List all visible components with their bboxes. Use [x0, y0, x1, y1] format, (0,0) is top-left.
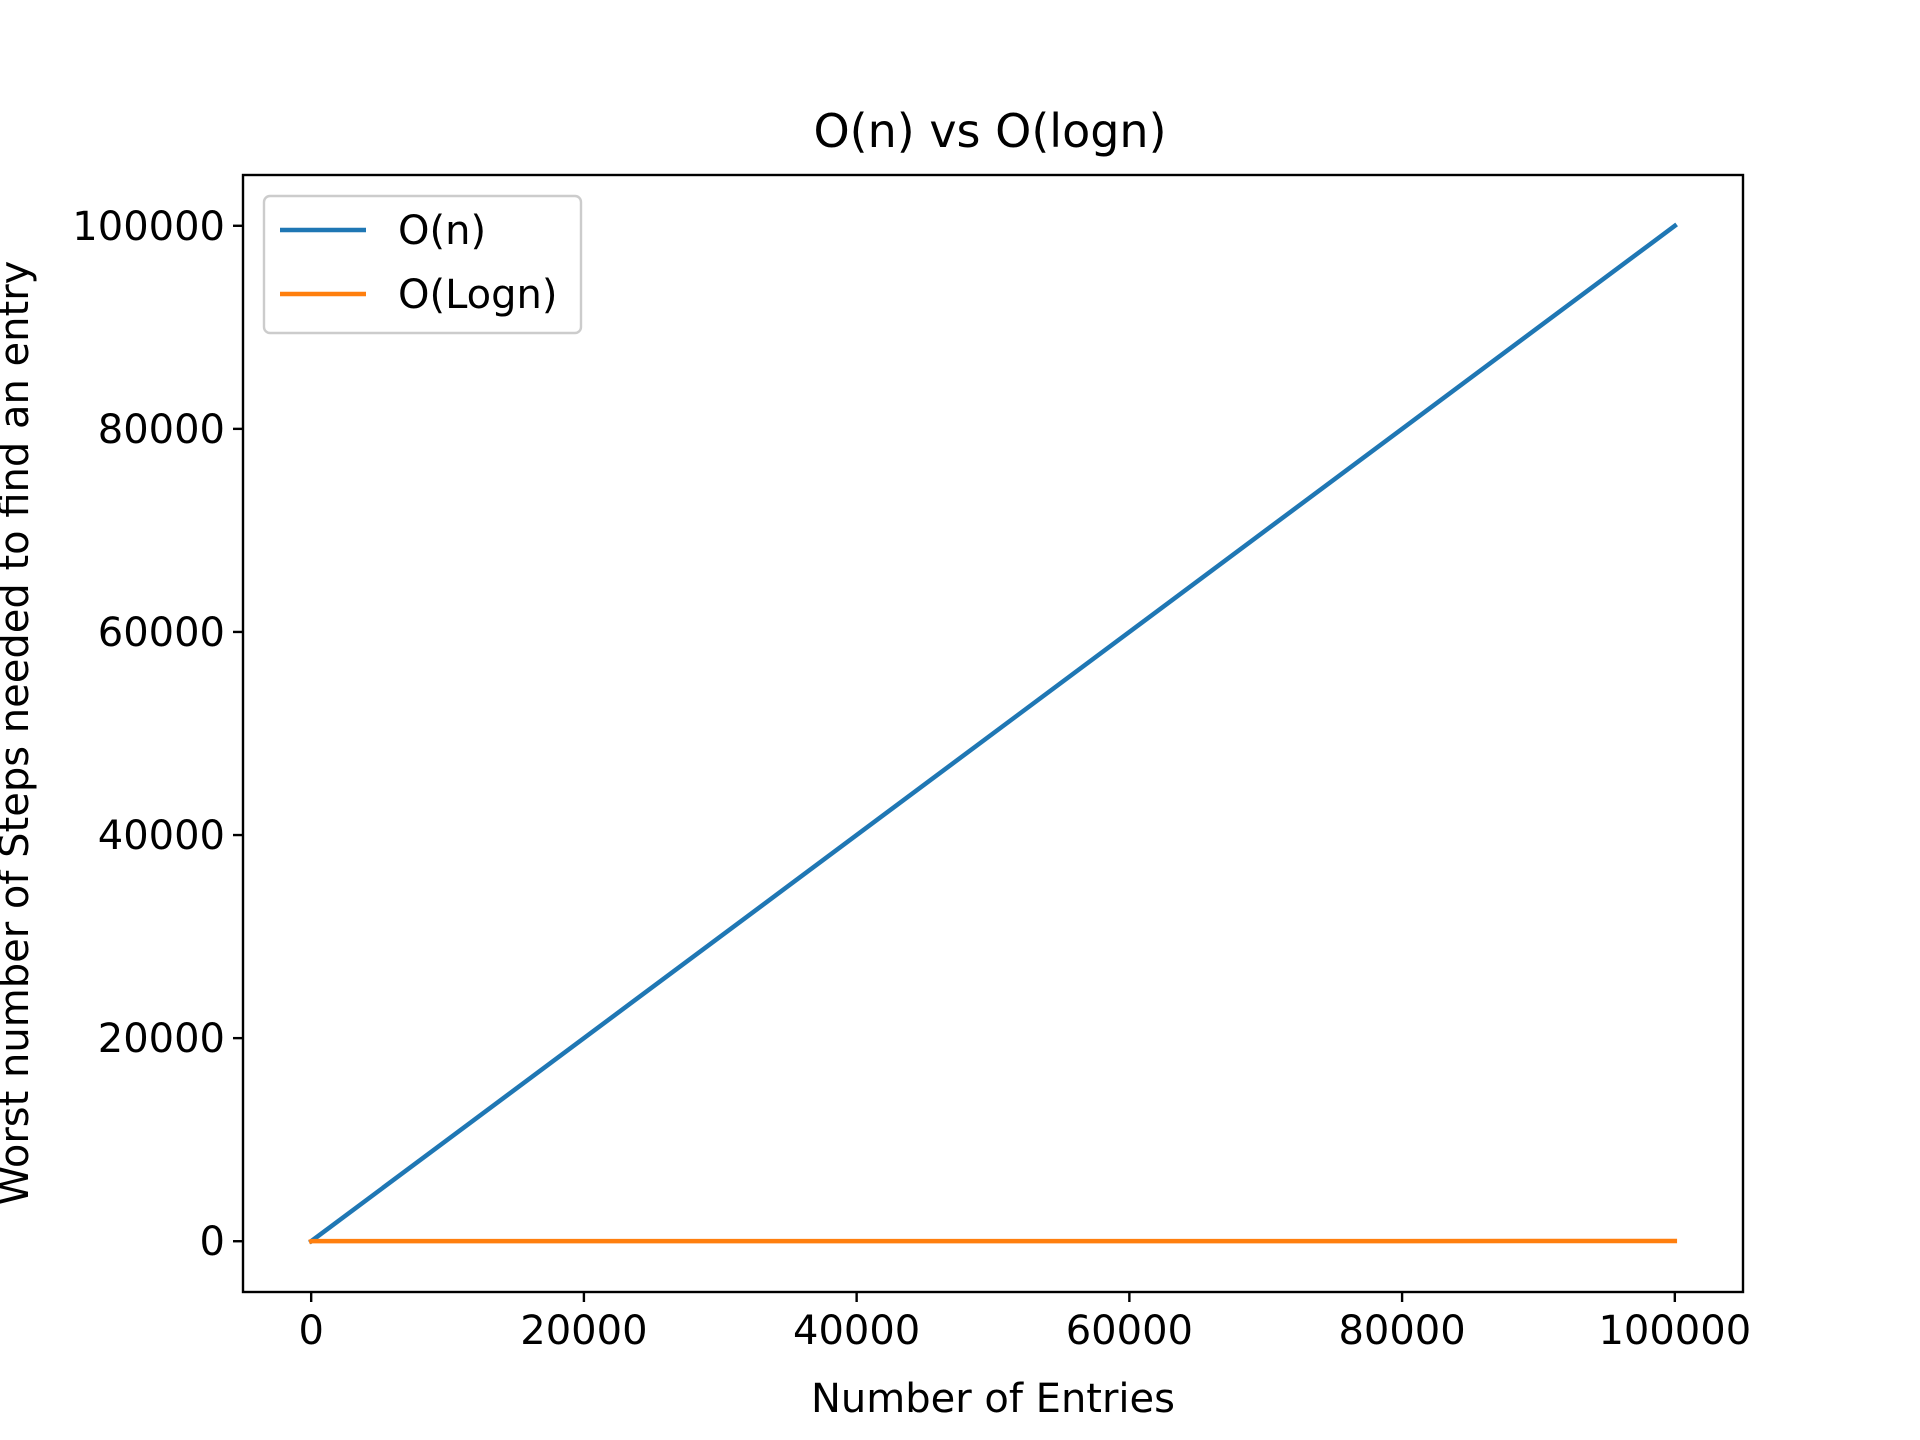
y-tick-label-4: 80000 [98, 407, 225, 453]
legend-items: O(n) O(Logn) [280, 208, 558, 318]
y-tick-label-0: 0 [200, 1219, 225, 1265]
y-tick-label-1: 20000 [98, 1016, 225, 1062]
x-tick-label-5: 100000 [1598, 1308, 1751, 1354]
x-tick-label-4: 80000 [1338, 1308, 1465, 1354]
y-tick-label-3: 60000 [98, 610, 225, 656]
y-axis-ticks: 0 20000 40000 60000 80000 100000 [72, 204, 243, 1265]
legend: O(n) O(Logn) [262, 194, 583, 335]
chart-title: O(n) vs O(logn) [813, 104, 1166, 158]
x-axis-ticks: 0 20000 40000 60000 80000 100000 [298, 1292, 1751, 1354]
x-axis-label: Number of Entries [811, 1376, 1175, 1422]
x-tick-label-2: 40000 [793, 1308, 920, 1354]
legend-label-0: O(n) [398, 208, 486, 254]
y-tick-label-2: 40000 [98, 813, 225, 859]
plot-area [241, 173, 1745, 1294]
x-tick-label-1: 20000 [520, 1308, 647, 1354]
y-axis-label: Worst number of Steps needed to find an … [0, 261, 38, 1206]
series-layer [308, 222, 1678, 1245]
series-line-0 [308, 222, 1678, 1245]
x-tick-label-3: 60000 [1066, 1308, 1193, 1354]
legend-label-1: O(Logn) [398, 272, 558, 318]
y-tick-label-5: 100000 [72, 204, 225, 250]
x-tick-label-0: 0 [298, 1308, 323, 1354]
